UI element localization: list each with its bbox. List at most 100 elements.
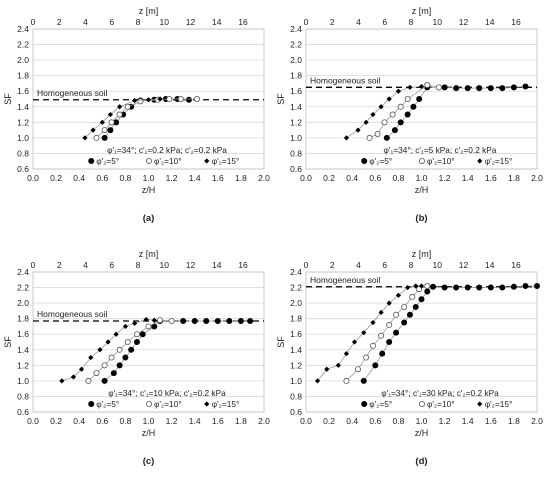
x2-axis-label: z [m] [412, 249, 432, 259]
data-point [374, 130, 381, 137]
data-point [78, 366, 85, 372]
data-point [101, 134, 108, 141]
legend-label: φ'₂=5° [96, 399, 119, 409]
data-point [177, 96, 184, 103]
data-point [370, 319, 376, 326]
y-tick-label: 0.6 [290, 407, 302, 417]
y-tick-label: 2.2 [290, 283, 302, 293]
x-tick-label: 0.4 [346, 416, 358, 426]
data-point [85, 377, 92, 384]
x-tick-label: 1.4 [189, 173, 201, 183]
data-point [405, 284, 411, 291]
data-point [324, 366, 330, 372]
data-point [247, 317, 254, 324]
data-point [389, 111, 396, 118]
series-line [84, 98, 161, 139]
x-tick-label: 1.0 [416, 416, 428, 426]
x-tick-label: 0.0 [27, 416, 39, 426]
y-tick-label: 2.2 [290, 40, 302, 50]
data-point [378, 332, 385, 339]
data-point [360, 377, 367, 384]
x-tick-label: 1.0 [416, 173, 428, 183]
legend-marker [418, 400, 425, 407]
data-point [369, 342, 376, 349]
data-point [441, 84, 448, 91]
y-tick-label: 2.4 [17, 24, 29, 34]
data-point [107, 111, 113, 118]
y-axis-label: SF [3, 93, 13, 105]
x-tick-label: 0.6 [96, 416, 108, 426]
data-point [97, 347, 103, 353]
data-point [395, 88, 401, 94]
data-point [395, 292, 401, 298]
parameters-label: φ'₁=34°; c'₁=0.2 kPa; c'₂=0.2 kPa [107, 145, 227, 155]
x-axis-label: z/H [415, 428, 429, 438]
legend-marker [477, 158, 483, 164]
data-point [157, 317, 164, 324]
data-point [435, 84, 442, 91]
legend-label: φ'₂=10° [154, 399, 182, 409]
x2-tick-label: 16 [511, 260, 521, 270]
x2-tick-label: 0 [31, 17, 36, 27]
y-tick-label: 1.8 [290, 71, 302, 81]
x-tick-label: 0.2 [323, 416, 335, 426]
data-point [101, 127, 108, 134]
data-point [88, 354, 94, 361]
chart-panel-3: 0.6 0.8 1.0 1.2 1.4 1.6 1.8 2.0 2.2 2.4 0.0 0.2 0.4 0… [3, 249, 270, 467]
data-point [499, 284, 506, 291]
x-tick-label: 1.8 [508, 173, 520, 183]
x-tick-label: 1.4 [462, 416, 474, 426]
x2-tick-label: 16 [238, 17, 248, 27]
y-tick-label: 1.0 [17, 133, 29, 143]
x2-tick-label: 0 [31, 260, 36, 270]
x2-tick-label: 6 [382, 260, 387, 270]
y-tick-label: 2.0 [17, 55, 29, 65]
data-point [132, 97, 138, 104]
data-point [70, 374, 77, 380]
legend-marker [361, 157, 368, 164]
x-tick-label: 1.6 [212, 173, 224, 183]
x-tick-label: 1.6 [485, 416, 497, 426]
plot-frame [32, 28, 265, 170]
data-point [133, 338, 140, 345]
data-point [487, 85, 494, 92]
data-point [93, 134, 100, 141]
data-point [499, 85, 506, 92]
legend-label: φ'₂=10° [427, 399, 455, 409]
x-axis-label: z/H [415, 185, 429, 195]
x-tick-label: 1.2 [439, 416, 451, 426]
x2-tick-label: 4 [356, 17, 361, 27]
y-tick-label: 1.2 [290, 117, 302, 127]
data-point [393, 311, 400, 318]
x-tick-label: 1.2 [439, 173, 451, 183]
y-tick-label: 2.2 [17, 283, 29, 293]
data-point [476, 85, 483, 92]
data-point [424, 282, 431, 289]
x-tick-label: 1.8 [508, 416, 520, 426]
data-point [424, 82, 431, 89]
y-tick-label: 2.0 [290, 55, 302, 65]
data-point [168, 317, 175, 324]
x-tick-label: 0.8 [392, 416, 404, 426]
x2-tick-label: 8 [136, 260, 141, 270]
x2-tick-label: 4 [83, 260, 88, 270]
data-point [191, 317, 198, 324]
legend-marker [204, 158, 210, 164]
x-tick-label: 0.0 [300, 173, 312, 183]
x2-tick-label: 14 [485, 17, 495, 27]
parameters-label: φ'₁=34°; c'₁=10 kPa; c'₂=0.2 kPa [108, 388, 226, 398]
x-tick-label: 0.8 [392, 173, 404, 183]
y-tick-label: 1.4 [290, 102, 302, 112]
legend-marker [88, 400, 95, 407]
data-point [108, 119, 115, 126]
data-point [401, 319, 408, 326]
x-tick-label: 1.4 [462, 173, 474, 183]
x-tick-label: 0.2 [50, 173, 62, 183]
y-tick-label: 1.6 [17, 86, 29, 96]
series-line [104, 320, 251, 382]
data-point [416, 286, 423, 293]
y-tick-label: 0.8 [290, 391, 302, 401]
data-point [116, 111, 123, 118]
data-point [351, 339, 358, 345]
y-tick-label: 0.6 [17, 407, 29, 417]
